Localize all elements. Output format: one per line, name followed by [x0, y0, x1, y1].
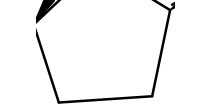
Polygon shape: [170, 0, 198, 11]
Polygon shape: [34, 0, 55, 25]
